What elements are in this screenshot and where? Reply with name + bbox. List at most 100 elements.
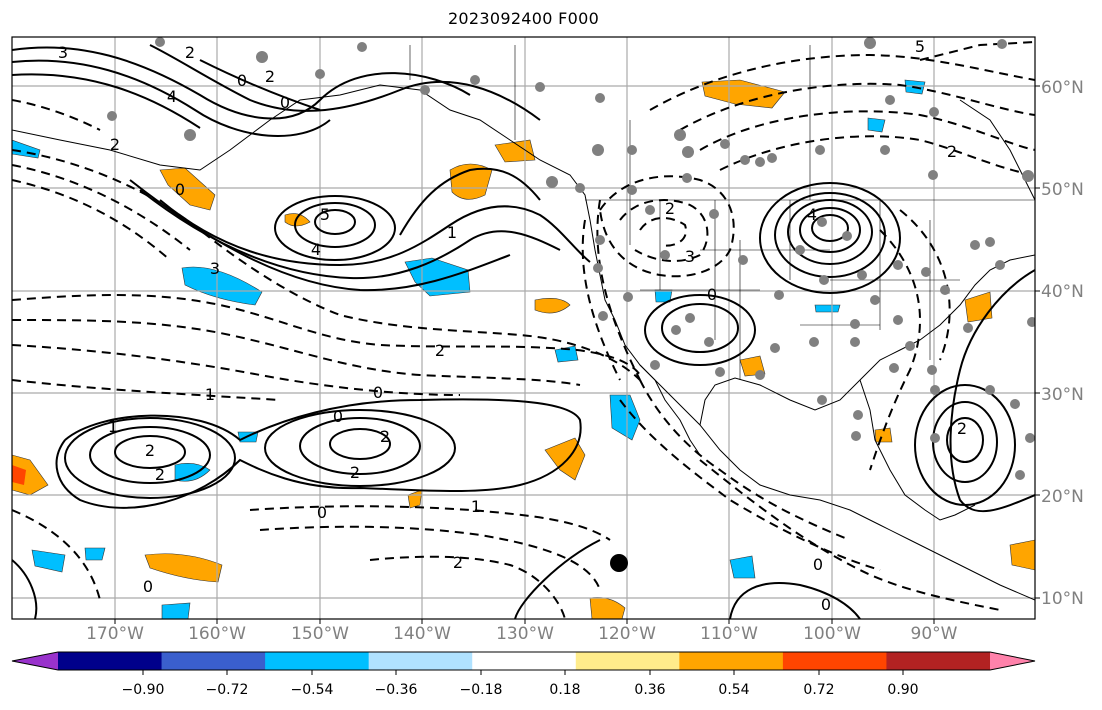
colorbar-segment (161, 652, 266, 670)
shade-cyan (174, 463, 211, 482)
coastlines (12, 84, 1035, 601)
colorbar-segment (575, 652, 680, 670)
lat-label: 20°N (1041, 487, 1084, 507)
colorbar-tick-label: −0.54 (290, 682, 334, 698)
lat-label: 10°N (1041, 589, 1084, 609)
lon-label: 120°W (598, 624, 656, 644)
contour-label: 2 (957, 419, 967, 438)
colorbar-tick-label: 0.72 (803, 682, 835, 698)
colorbar-tick-label: 0.18 (549, 682, 581, 698)
contour-label: 0 (280, 93, 290, 112)
shade-cyan (161, 602, 191, 619)
colorbar-segment (782, 652, 887, 670)
colorbar-tick-label: −0.18 (459, 682, 503, 698)
lat-ticks (1035, 85, 1040, 599)
contour-label: 4 (311, 240, 321, 259)
shade-cyan (729, 555, 756, 579)
shade-cyan (814, 304, 841, 313)
contour-label: 1 (471, 497, 481, 516)
contour-label: 1 (447, 223, 457, 242)
contour-label: 2 (110, 135, 120, 154)
colorbar-segment (265, 652, 370, 670)
colorbar-segment (368, 652, 473, 670)
contour-label: 5 (915, 37, 925, 56)
colorbar-tick-label: −0.36 (374, 682, 418, 698)
contour-label: 2 (185, 43, 195, 62)
contour-label: 2 (155, 465, 165, 484)
contour-label: 0 (333, 407, 343, 426)
contour-label: 3 (210, 259, 220, 278)
contour-label: 1 (108, 417, 118, 436)
solid-contours (12, 44, 1035, 619)
shade-cyan (404, 257, 471, 297)
contour-label: 0 (143, 577, 153, 596)
contour-label: 2 (380, 427, 390, 446)
map-title: 2023092400 F000 (447, 9, 600, 28)
contour-label: 4 (807, 205, 817, 224)
contour-label: 2 (435, 341, 445, 360)
contour-label: 0 (317, 503, 327, 522)
shade-red (12, 465, 26, 485)
colorbar-tick-label: 0.90 (887, 682, 919, 698)
contour-label: 5 (320, 205, 330, 224)
shade-cyan (31, 549, 66, 573)
contour-label: 2 (145, 441, 155, 460)
shade-cyan (84, 547, 106, 561)
contour-label: 1 (205, 385, 215, 404)
station-dots (107, 37, 1035, 480)
contour-label: 2 (947, 142, 957, 161)
lon-label: 130°W (496, 624, 554, 644)
shade-cyan (867, 117, 886, 133)
contour-label: 0 (175, 180, 185, 199)
colorbar-tick-label: −0.90 (121, 682, 165, 698)
contour-label: 2 (265, 67, 275, 86)
lat-label: 40°N (1041, 282, 1084, 302)
contour-label: 2 (665, 199, 675, 218)
lon-label: 150°W (291, 624, 349, 644)
shade-cyan (181, 266, 263, 306)
contour-label: 3 (685, 247, 695, 266)
contour-label: 0 (373, 383, 383, 402)
colorbar-segment (472, 652, 577, 670)
colorbar-segment (58, 652, 163, 670)
colorbar-extend-high (990, 652, 1035, 670)
contour-label: 0 (707, 285, 717, 304)
shade-orange (701, 79, 786, 109)
dashed-contours (12, 41, 1035, 619)
lon-label: 140°W (393, 624, 451, 644)
contour-label: 0 (237, 71, 247, 90)
contour-label: 2 (350, 463, 360, 482)
colorbar-segment (679, 652, 784, 670)
contour-label: 3 (58, 43, 68, 62)
shade-orange (284, 213, 311, 227)
shade-orange (12, 454, 49, 496)
contour-label: 2 (453, 553, 463, 572)
contour-label: 0 (813, 555, 823, 574)
shade-cyan (554, 345, 579, 363)
colorbar-tick-label: 0.54 (718, 682, 750, 698)
colorbar-ticks (142, 670, 904, 675)
map-plot: 3 2 0 4 2 0 5 4 3 2 0 1 0 2 1 2 2 1 0 2 … (11, 36, 1040, 624)
contour-label: 0 (821, 595, 831, 614)
lon-label: 100°W (803, 624, 861, 644)
lon-ticks (114, 619, 935, 624)
colorbar-segment (886, 652, 991, 670)
black-dot-marker (610, 554, 628, 572)
shade-orange (144, 553, 223, 583)
colorbar-tick-label: 0.36 (634, 682, 666, 698)
shade-orange (534, 298, 571, 314)
colorbar (11, 651, 1036, 675)
lat-label: 30°N (1041, 385, 1084, 405)
contour-label: 4 (167, 87, 177, 106)
lat-label: 60°N (1041, 78, 1084, 98)
lon-label: 90°W (910, 624, 958, 644)
shade-orange (1009, 539, 1035, 571)
shade-orange (964, 291, 993, 323)
lon-label: 170°W (86, 624, 144, 644)
colorbar-segments (12, 652, 1035, 670)
contour-labels: 3 2 0 4 2 0 5 4 3 2 0 1 0 2 1 2 2 1 0 2 … (58, 37, 967, 614)
lon-label: 160°W (188, 624, 246, 644)
colorbar-tick-label: −0.72 (205, 682, 249, 698)
colorbar-extend-low (12, 652, 58, 670)
lat-label: 50°N (1041, 180, 1084, 200)
